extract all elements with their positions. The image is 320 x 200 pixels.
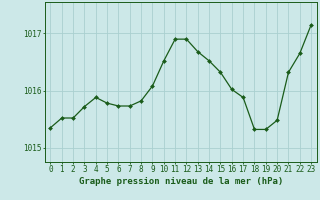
X-axis label: Graphe pression niveau de la mer (hPa): Graphe pression niveau de la mer (hPa) [79,177,283,186]
